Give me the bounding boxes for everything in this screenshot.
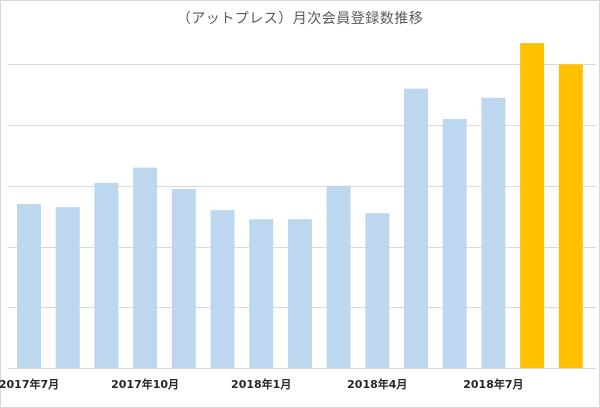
bar-2017年9月 [94,182,119,368]
bar-2017年7月 [17,204,41,368]
x-tick-label: 2018年7月 [463,377,523,391]
bar-2017年11月 [171,188,196,368]
x-tick-label: 2018年1月 [231,377,291,391]
x-axis-tick-labels: 2017年7月 2017年10月 2018年1月 2018年4月 2018年7月 [0,377,524,391]
bar-2018年8月 [520,43,545,368]
bar-2018年1月 [249,219,274,368]
bar-2017年8月 [55,207,80,368]
bar-2017年10月 [133,167,158,368]
bar-2018年3月 [326,185,351,368]
bar-2018年6月 [442,119,467,368]
bar-2018年9月 [558,64,583,369]
bar-2018年7月 [481,97,506,369]
x-tick-label: 2018年4月 [347,377,407,391]
bar-2018年4月 [365,213,390,368]
chart-title: （アットプレス）月次会員登録数推移 [176,11,424,27]
bar-2018年2月 [287,219,312,368]
x-tick-label: 2017年10月 [111,377,179,391]
bar-series [17,43,583,369]
bar-2017年12月 [210,210,235,368]
bar-2018年5月 [404,88,428,368]
x-tick-label: 2017年7月 [0,377,59,391]
